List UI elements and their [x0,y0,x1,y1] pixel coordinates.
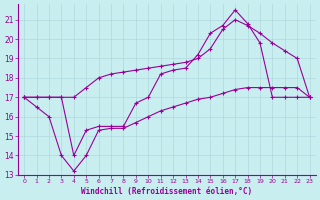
X-axis label: Windchill (Refroidissement éolien,°C): Windchill (Refroidissement éolien,°C) [81,187,252,196]
